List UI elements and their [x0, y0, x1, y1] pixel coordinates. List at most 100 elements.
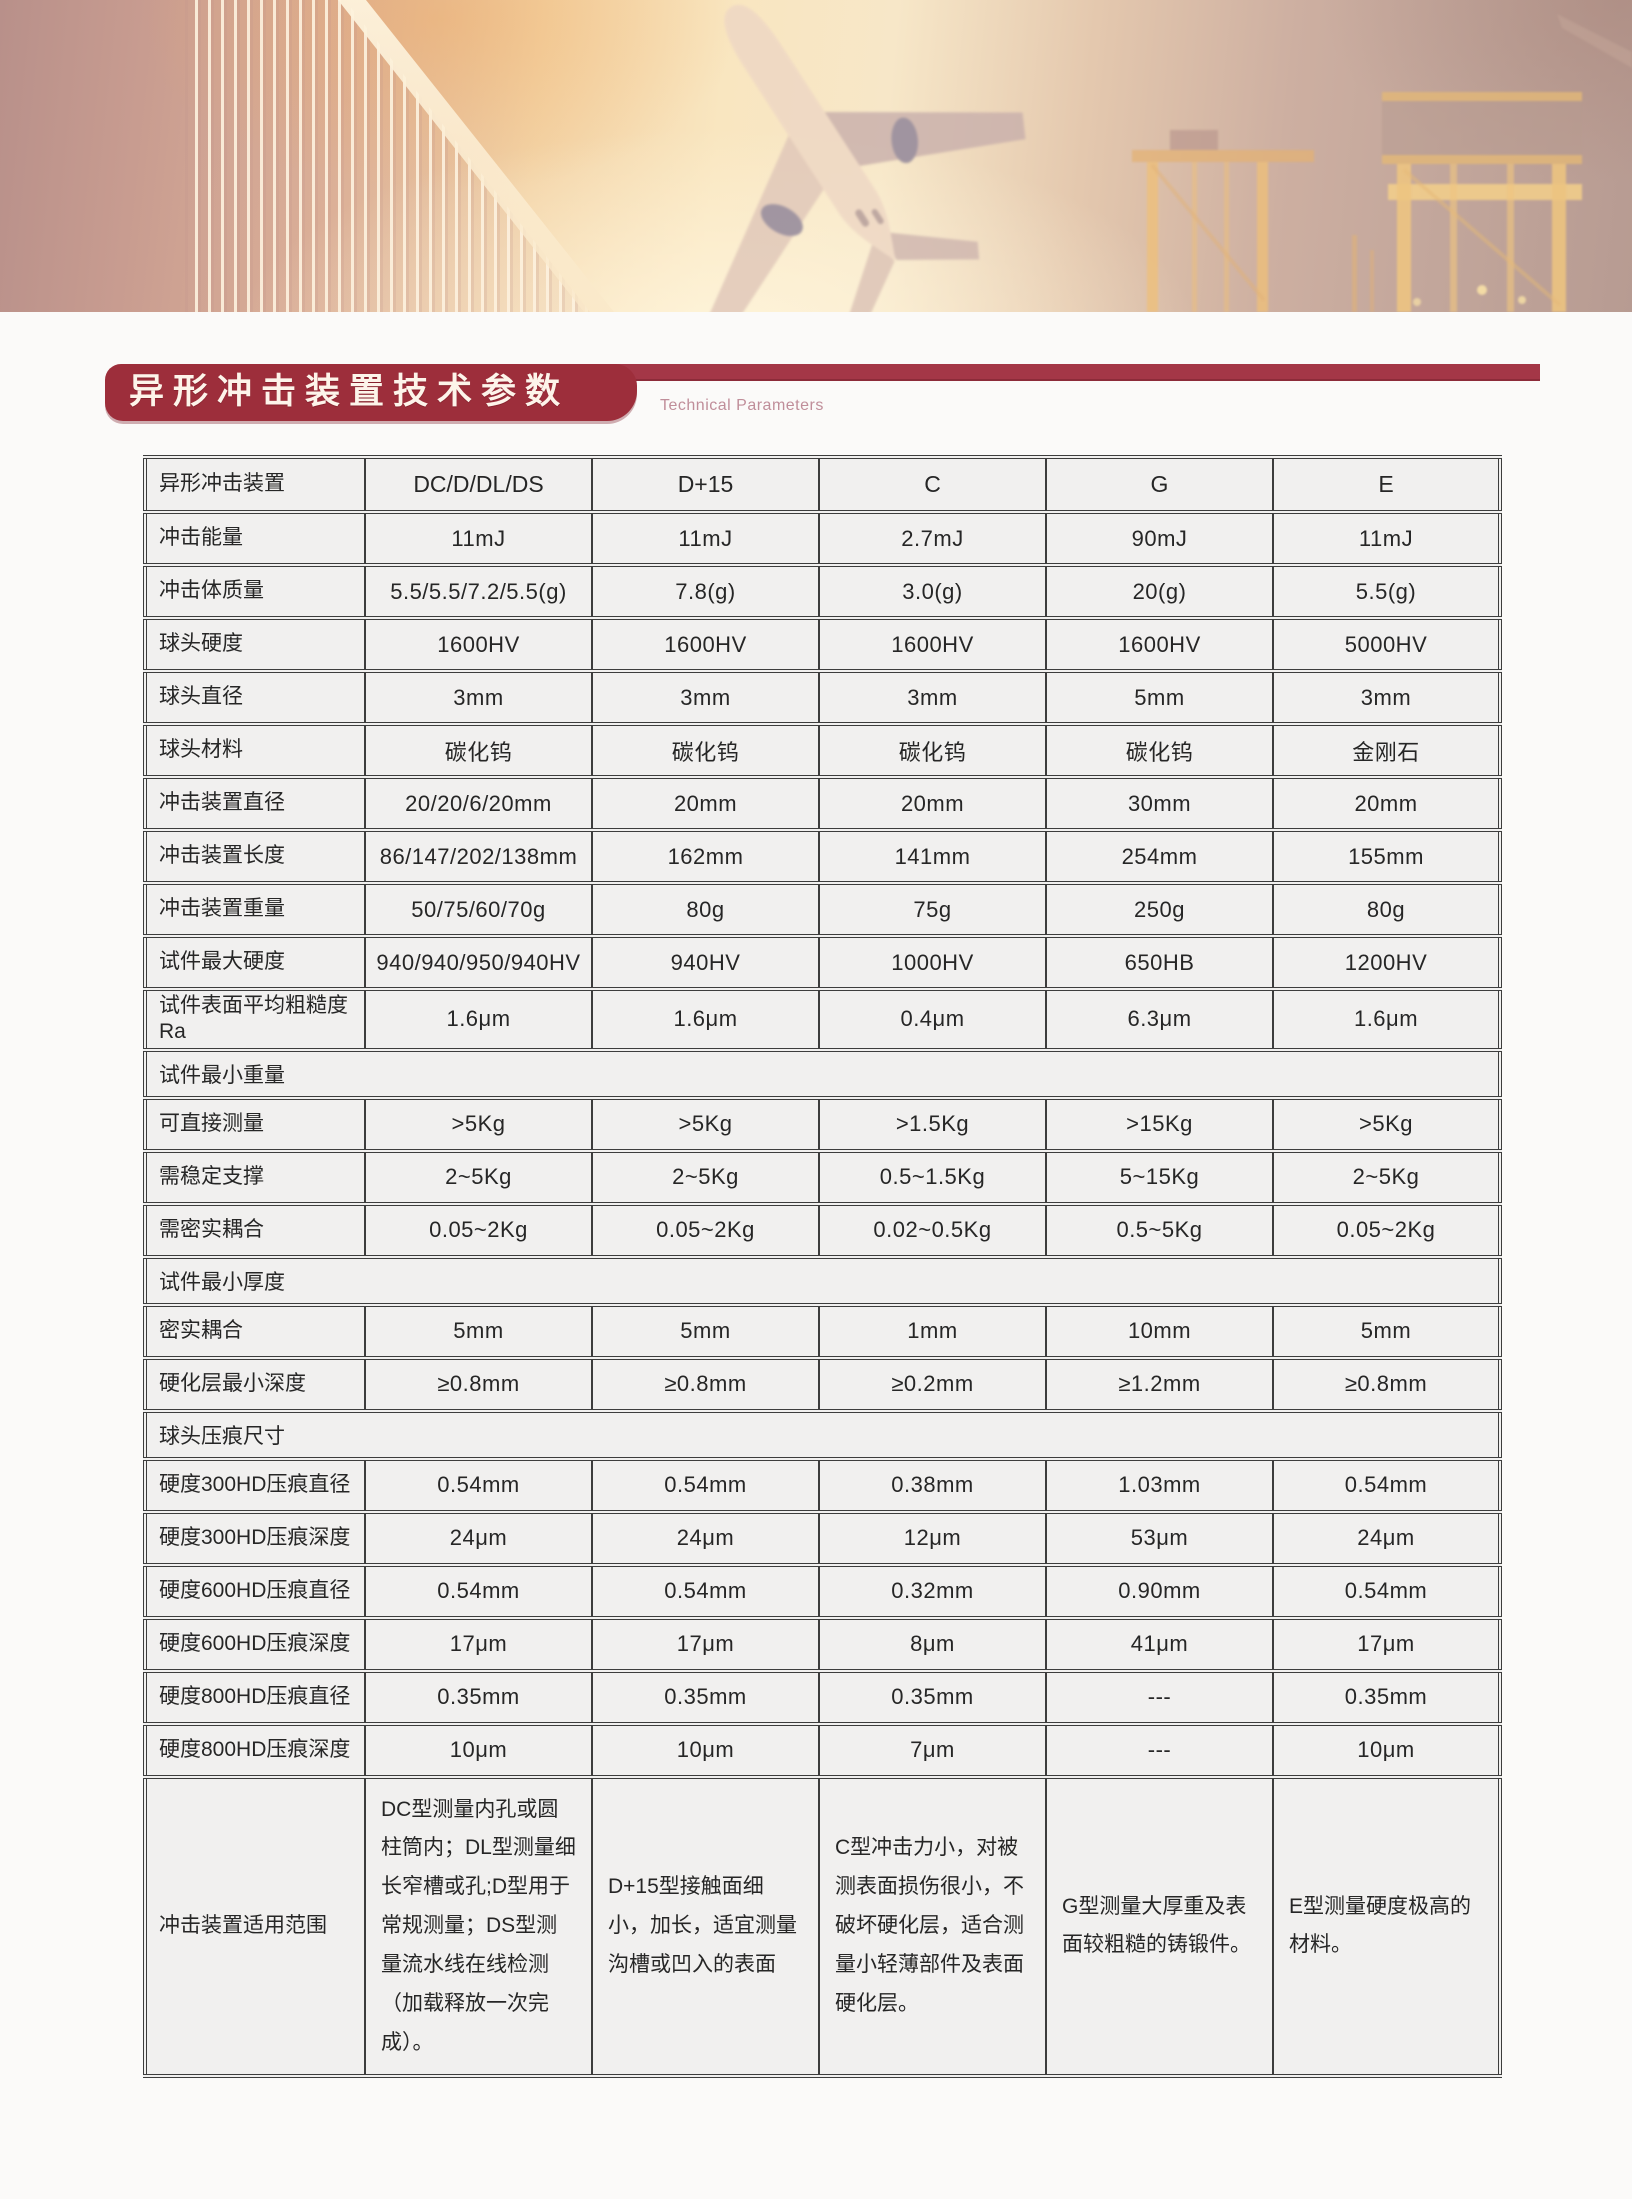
- value-cell: 24μm: [591, 1509, 820, 1567]
- table-row: 冲击装置适用范围 DC型测量内孔或圆柱筒内；DL型测量细长窄槽或孔;D型用于常规测…: [144, 1774, 1501, 2079]
- table-row: 密实耦合 5mm 5mm 1mm 10mm 5mm: [144, 1302, 1501, 1360]
- page-title: 异形冲击装置技术参数: [129, 372, 570, 411]
- table-row: 硬度600HD压痕深度 17μm 17μm 8μm 41μm 17μm: [144, 1615, 1501, 1673]
- table-row: 球头硬度 1600HV 1600HV 1600HV 1600HV 5000HV: [144, 616, 1501, 673]
- table-row: 球头压痕尺寸: [144, 1408, 1501, 1461]
- value-cell: 2.7mJ: [818, 510, 1047, 567]
- row-label: 硬度300HD压痕直径: [144, 1456, 366, 1514]
- table-row: 试件最小重量: [144, 1047, 1501, 1100]
- value-cell: 0.35mm: [364, 1668, 593, 1726]
- value-cell: 141mm: [818, 828, 1047, 885]
- port-cranes-icon: [1132, 14, 1632, 312]
- value-cell: 0.5~5Kg: [1045, 1201, 1274, 1259]
- value-cell: 80g: [591, 881, 820, 938]
- row-label: 冲击体质量: [144, 563, 366, 620]
- value-cell: 0.54mm: [1272, 1456, 1501, 1514]
- corner-label: 异形冲击装置: [144, 455, 366, 514]
- row-label: 硬度600HD压痕深度: [144, 1615, 366, 1673]
- value-cell: 30mm: [1045, 775, 1274, 832]
- section-row-label: 试件最小重量: [144, 1047, 1501, 1100]
- value-cell: >5Kg: [364, 1095, 593, 1153]
- value-cell: ≥0.8mm: [1272, 1355, 1501, 1413]
- value-cell: 7μm: [818, 1721, 1047, 1779]
- table-header-row: 异形冲击装置 DC/D/DL/DS D+15 C G E: [144, 455, 1501, 514]
- row-label: 冲击装置直径: [144, 775, 366, 832]
- banner-block: 异形冲击装置技术参数: [105, 364, 637, 421]
- value-cell: ≥0.8mm: [364, 1355, 593, 1413]
- value-cell: ---: [1045, 1721, 1274, 1779]
- value-cell: 20mm: [1272, 775, 1501, 832]
- value-cell: 0.05~2Kg: [591, 1201, 820, 1259]
- value-cell: 0.54mm: [364, 1562, 593, 1620]
- value-cell: 3mm: [818, 669, 1047, 726]
- value-cell: 2~5Kg: [591, 1148, 820, 1206]
- column-header: G: [1045, 455, 1274, 514]
- value-cell: 1000HV: [818, 934, 1047, 991]
- row-label: 硬度300HD压痕深度: [144, 1509, 366, 1567]
- table-row: 冲击能量 11mJ 11mJ 2.7mJ 90mJ 11mJ: [144, 510, 1501, 567]
- value-cell: 3mm: [591, 669, 820, 726]
- value-cell: 3mm: [364, 669, 593, 726]
- value-cell: 2~5Kg: [1272, 1148, 1501, 1206]
- value-cell: 1.6μm: [591, 987, 820, 1052]
- value-cell: 0.05~2Kg: [364, 1201, 593, 1259]
- value-cell: 86/147/202/138mm: [364, 828, 593, 885]
- value-cell: 1200HV: [1272, 934, 1501, 991]
- value-cell: ≥0.2mm: [818, 1355, 1047, 1413]
- value-cell: >5Kg: [1272, 1095, 1501, 1153]
- table-row: 球头直径 3mm 3mm 3mm 5mm 3mm: [144, 669, 1501, 726]
- table-row: 硬度600HD压痕直径 0.54mm 0.54mm 0.32mm 0.90mm 0.54m…: [144, 1562, 1501, 1620]
- value-cell: 3mm: [1272, 669, 1501, 726]
- value-cell: 20(g): [1045, 563, 1274, 620]
- value-cell: 5mm: [364, 1302, 593, 1360]
- table-row: 试件表面平均粗糙度Ra 1.6μm 1.6μm 0.4μm 6.3μm 1.6μm: [144, 987, 1501, 1052]
- value-cell: 17μm: [364, 1615, 593, 1673]
- value-cell: 50/75/60/70g: [364, 881, 593, 938]
- value-cell: 5.5/5.5/7.2/5.5(g): [364, 563, 593, 620]
- value-cell: 1600HV: [1045, 616, 1274, 673]
- value-cell: 75g: [818, 881, 1047, 938]
- value-cell: 0.02~0.5Kg: [818, 1201, 1047, 1259]
- table-row: 需稳定支撑 2~5Kg 2~5Kg 0.5~1.5Kg 5~15Kg 2~5Kg: [144, 1148, 1501, 1206]
- table-row: 冲击装置重量 50/75/60/70g 80g 75g 250g 80g: [144, 881, 1501, 938]
- value-cell: ≥0.8mm: [591, 1355, 820, 1413]
- value-cell: 1600HV: [364, 616, 593, 673]
- column-header: C: [818, 455, 1047, 514]
- value-cell: >5Kg: [591, 1095, 820, 1153]
- value-cell: 5mm: [1272, 1302, 1501, 1360]
- airplane-icon: [708, 5, 1026, 312]
- value-cell: 5mm: [591, 1302, 820, 1360]
- value-cell: 650HB: [1045, 934, 1274, 991]
- row-label: 试件表面平均粗糙度Ra: [144, 987, 366, 1052]
- value-cell: 90mJ: [1045, 510, 1274, 567]
- value-cell: 5000HV: [1272, 616, 1501, 673]
- row-label: 冲击装置长度: [144, 828, 366, 885]
- row-label: 试件最大硬度: [144, 934, 366, 991]
- value-cell: 250g: [1045, 881, 1274, 938]
- column-header: E: [1272, 455, 1501, 514]
- value-cell: 1600HV: [818, 616, 1047, 673]
- value-cell: 0.32mm: [818, 1562, 1047, 1620]
- value-cell: 0.54mm: [364, 1456, 593, 1514]
- value-cell: 1.6μm: [1272, 987, 1501, 1052]
- value-cell: 0.54mm: [591, 1562, 820, 1620]
- value-cell: 0.54mm: [1272, 1562, 1501, 1620]
- row-label: 冲击装置适用范围: [144, 1774, 366, 2079]
- row-label: 硬度600HD压痕直径: [144, 1562, 366, 1620]
- value-cell: 20mm: [591, 775, 820, 832]
- value-cell: ---: [1045, 1668, 1274, 1726]
- column-header: DC/D/DL/DS: [364, 455, 593, 514]
- usage-cell: E型测量硬度极高的材料。: [1272, 1774, 1501, 2079]
- value-cell: 5~15Kg: [1045, 1148, 1274, 1206]
- value-cell: 0.05~2Kg: [1272, 1201, 1501, 1259]
- value-cell: 5.5(g): [1272, 563, 1501, 620]
- value-cell: 0.35mm: [1272, 1668, 1501, 1726]
- value-cell: 8μm: [818, 1615, 1047, 1673]
- value-cell: 11mJ: [364, 510, 593, 567]
- value-cell: ≥1.2mm: [1045, 1355, 1274, 1413]
- table-row: 可直接测量 >5Kg >5Kg >1.5Kg >15Kg >5Kg: [144, 1095, 1501, 1153]
- usage-cell: DC型测量内孔或圆柱筒内；DL型测量细长窄槽或孔;D型用于常规测量；DS型测量流…: [364, 1774, 593, 2079]
- value-cell: 11mJ: [591, 510, 820, 567]
- value-cell: 155mm: [1272, 828, 1501, 885]
